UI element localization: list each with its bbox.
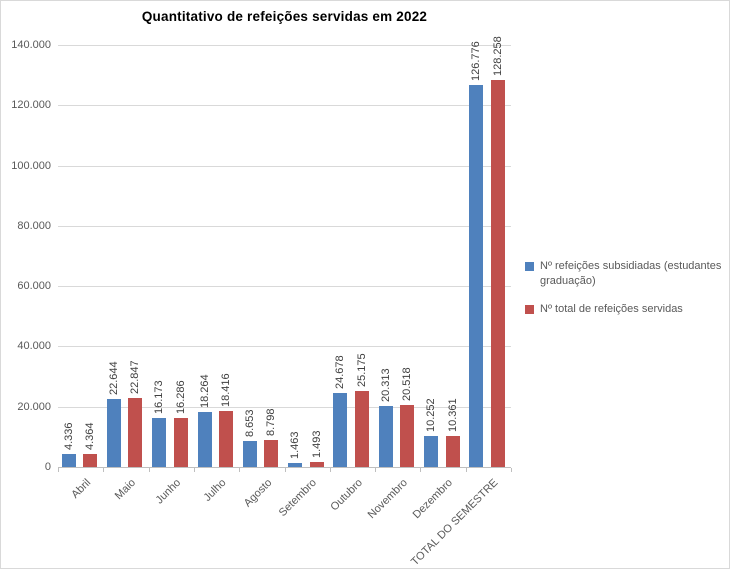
chart-title: Quantitativo de refeições servidas em 20…	[141, 9, 428, 24]
gridline	[58, 225, 511, 227]
legend-marker-subsidiadas-icon	[525, 262, 534, 271]
x-axis-tickmark	[375, 468, 377, 472]
y-axis-tick-label: 120.000	[11, 99, 51, 112]
bar-value-label: 8.798	[265, 408, 277, 436]
bar-total	[400, 405, 414, 467]
gridline	[58, 105, 511, 107]
legend-item-subsidiadas: Nº refeições subsidiadas (estudantes gra…	[525, 259, 725, 289]
x-axis-category-label: TOTAL DO SEMESTRE	[409, 476, 501, 569]
bar-value-label: 22.847	[129, 360, 141, 394]
bar-subsidiadas	[107, 399, 121, 467]
x-axis-category-label: Agosto	[241, 476, 275, 510]
gridline	[58, 45, 511, 46]
x-axis-tickmark	[329, 468, 331, 472]
bar-subsidiadas	[152, 418, 166, 467]
x-axis-line	[58, 467, 511, 468]
x-axis-category-label: Junho	[153, 476, 184, 507]
x-axis-category-label: Julho	[201, 476, 229, 504]
bar-value-label: 8.653	[244, 409, 256, 437]
bar-subsidiadas	[469, 85, 483, 467]
legend-marker-total-icon	[525, 305, 534, 314]
x-axis-tickmark	[148, 468, 150, 472]
y-axis-tick-label: 80.000	[17, 219, 51, 232]
bar-value-label: 20.518	[401, 367, 413, 401]
x-axis-category-label: Maio	[112, 476, 139, 503]
y-axis-tick-label: 100.000	[11, 159, 51, 172]
bar-subsidiadas	[243, 441, 257, 467]
x-axis-tickmark	[58, 468, 59, 472]
bar-total	[264, 440, 278, 467]
bar-total	[219, 411, 233, 467]
bar-total	[491, 80, 505, 467]
bar-total	[446, 436, 460, 467]
x-axis-category-label: Setembro	[277, 476, 320, 519]
x-axis-tickmark	[103, 468, 105, 472]
x-axis-tickmark	[284, 468, 286, 472]
gridline	[58, 406, 511, 408]
bar-value-label: 22.644	[108, 361, 120, 395]
x-axis-category-label: Abril	[68, 476, 93, 501]
y-axis-tick-label: 20.000	[17, 400, 51, 413]
gridline	[58, 346, 511, 348]
x-axis-tickmark	[511, 468, 512, 472]
bar-value-label: 4.336	[63, 422, 75, 450]
bar-value-label: 128.258	[492, 36, 504, 76]
bar-subsidiadas	[288, 463, 302, 467]
y-axis-tick-label: 60.000	[17, 280, 51, 293]
x-axis-tickmark	[465, 468, 467, 472]
x-axis-tickmark	[193, 468, 195, 472]
bar-value-label: 126.776	[470, 41, 482, 81]
bar-subsidiadas	[333, 393, 347, 467]
bar-value-label: 18.264	[199, 374, 211, 408]
bar-total	[174, 418, 188, 467]
x-axis-category-label: Novembro	[365, 476, 410, 522]
bar-value-label: 16.173	[153, 380, 165, 414]
y-axis-tick-label: 40.000	[17, 340, 51, 353]
bar-subsidiadas	[62, 454, 76, 467]
bar-subsidiadas	[198, 412, 212, 467]
bar-value-label: 1.493	[311, 430, 323, 458]
bar-total	[83, 454, 97, 467]
bar-value-label: 4.364	[84, 422, 96, 450]
bar-value-label: 24.678	[334, 355, 346, 389]
gridline	[58, 165, 511, 167]
bar-value-label: 10.252	[425, 398, 437, 432]
bar-value-label: 10.361	[447, 398, 459, 432]
x-axis-category-label: Dezembro	[410, 476, 456, 522]
x-axis-tickmark	[239, 468, 241, 472]
x-axis-tickmark	[420, 468, 422, 472]
bar-value-label: 20.313	[380, 368, 392, 402]
legend-label-subsidiadas: Nº refeições subsidiadas (estudantes gra…	[540, 260, 722, 287]
legend: Nº refeições subsidiadas (estudantes gra…	[525, 259, 725, 330]
bar-subsidiadas	[379, 406, 393, 467]
bar-value-label: 1.463	[289, 431, 301, 459]
bar-value-label: 16.286	[175, 380, 187, 414]
legend-label-total: Nº total de refeições servidas	[540, 303, 683, 315]
bar-total	[310, 462, 324, 467]
bar-value-label: 18.416	[220, 373, 232, 407]
y-axis-tick-label: 0	[44, 461, 51, 473]
bar-value-label: 25.175	[356, 353, 368, 387]
x-axis-category-label: Outubro	[328, 476, 365, 514]
gridline	[58, 286, 511, 288]
bar-total	[128, 398, 142, 467]
y-axis-tick-label: 140.000	[11, 39, 51, 51]
legend-item-total: Nº total de refeições servidas	[525, 302, 725, 317]
bar-total	[355, 391, 369, 467]
bar-subsidiadas	[424, 436, 438, 467]
